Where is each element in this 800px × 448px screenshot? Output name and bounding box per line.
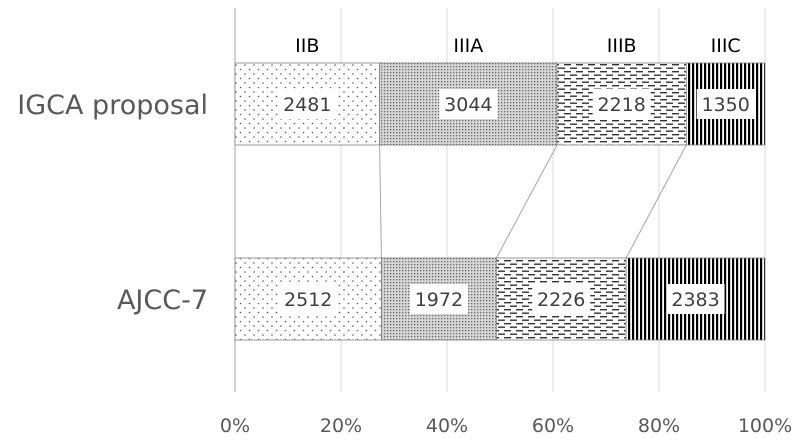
value-label: 1972: [415, 289, 463, 311]
x-tick-label: 0%: [220, 415, 250, 437]
value-label: 2218: [597, 94, 645, 116]
value-label-box: [532, 284, 591, 314]
value-label: 3044: [444, 94, 492, 116]
value-label-box: [696, 89, 755, 119]
series-label: IIB: [295, 35, 319, 57]
category-label: AJCC-7: [117, 285, 208, 316]
value-label-box: [278, 89, 337, 119]
value-label-box: [409, 284, 468, 314]
x-tick-label: 60%: [532, 415, 574, 437]
series-connector-line: [495, 144, 558, 259]
value-label: 2383: [671, 289, 719, 311]
value-label: 2481: [283, 94, 331, 116]
series-label: IIIB: [607, 35, 637, 57]
value-label: 2226: [537, 289, 585, 311]
value-label-box: [666, 284, 725, 314]
bar-segment-iib: [234, 62, 381, 146]
value-label: 2512: [284, 289, 332, 311]
category-label: IGCA proposal: [17, 90, 208, 121]
value-label-box: [279, 284, 338, 314]
series-connector-line: [379, 144, 382, 259]
x-tick-label: 80%: [638, 415, 680, 437]
series-label: IIIA: [453, 35, 483, 57]
x-tick-label: 100%: [738, 415, 792, 437]
series-connector-line: [625, 144, 687, 259]
value-label-box: [592, 89, 651, 119]
value-label: 1350: [701, 94, 749, 116]
value-label-box: [439, 89, 498, 119]
x-tick-label: 40%: [426, 415, 468, 437]
series-label: IIIC: [711, 35, 741, 57]
x-tick-label: 20%: [320, 415, 362, 437]
